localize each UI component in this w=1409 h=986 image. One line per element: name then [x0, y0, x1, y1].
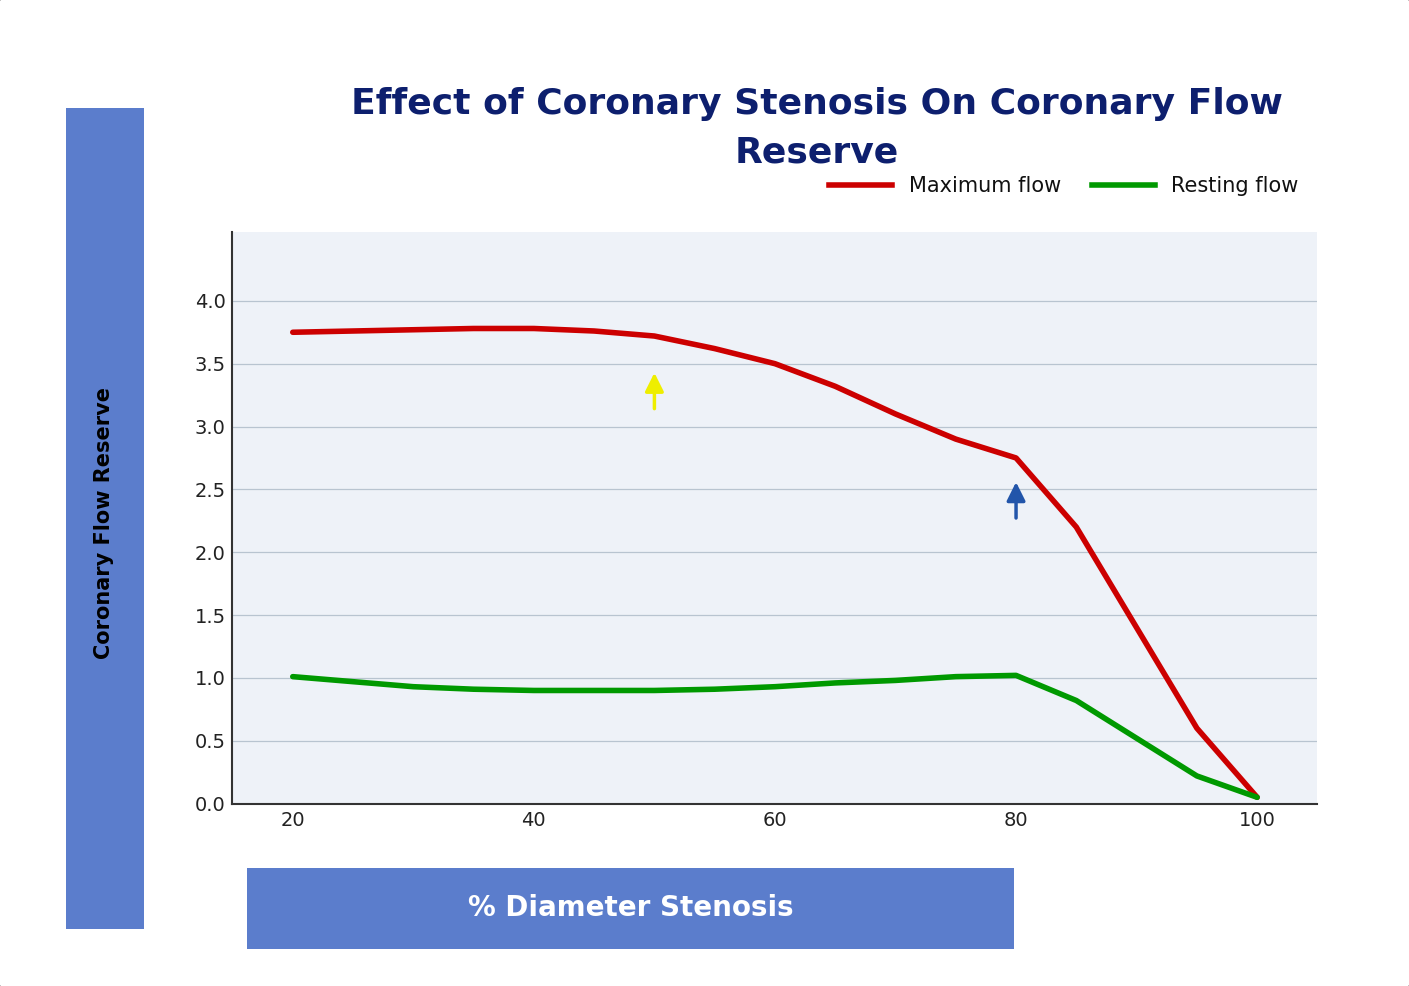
Legend: Maximum flow, Resting flow: Maximum flow, Resting flow — [821, 168, 1308, 204]
Text: Effect of Coronary Stenosis On Coronary Flow: Effect of Coronary Stenosis On Coronary … — [351, 87, 1284, 120]
Text: % Diameter Stenosis: % Diameter Stenosis — [468, 894, 795, 922]
Text: Reserve: Reserve — [735, 136, 899, 170]
Text: Coronary Flow Reserve: Coronary Flow Reserve — [94, 387, 114, 659]
